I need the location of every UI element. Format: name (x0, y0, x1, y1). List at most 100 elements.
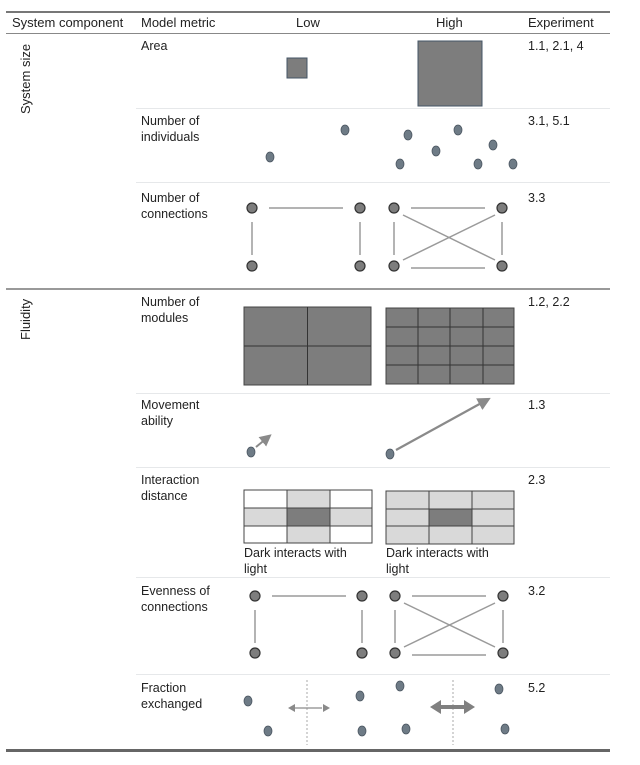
node (246, 260, 258, 272)
row-divider (136, 108, 610, 109)
metric-line: ability (141, 414, 173, 428)
metric-line: Interaction (141, 473, 200, 487)
connections-low (246, 202, 366, 272)
experiment-fraction-exchanged: 5.2 (528, 681, 546, 695)
individual-dot (488, 139, 498, 151)
caption-line: Dark interacts with (386, 546, 489, 560)
metric-line: Movement (141, 398, 200, 412)
individuals-low (265, 124, 350, 163)
movement-low (246, 434, 272, 458)
individual-dot (401, 723, 411, 735)
caption-line: Dark interacts with (244, 546, 347, 560)
node (356, 590, 368, 602)
header-model-metric: Model metric (141, 15, 216, 30)
row-divider (136, 674, 610, 675)
individual-dot (395, 680, 405, 692)
node (389, 647, 401, 659)
metric-movement-ability: Movement ability (141, 397, 199, 429)
individual-dot (403, 129, 413, 141)
group-divider (6, 288, 610, 290)
metric-line: connections (141, 600, 208, 614)
node (354, 260, 366, 272)
metric-line: Evenness of (141, 584, 210, 598)
individual-dot (246, 446, 256, 458)
metric-line: Number of (141, 295, 200, 309)
individual-dot (473, 158, 483, 170)
fraction-low (243, 680, 367, 745)
individual-dot (265, 151, 275, 163)
node (497, 647, 509, 659)
experiment-movement-ability: 1.3 (528, 398, 546, 412)
metric-line: Number of (141, 114, 200, 128)
metric-line: modules (141, 311, 189, 325)
node (249, 590, 261, 602)
metric-interaction-distance: Interaction distance (141, 472, 199, 504)
metric-line: connections (141, 207, 208, 221)
individual-dot (395, 158, 405, 170)
metric-number-of-individuals: Number of individuals (141, 113, 199, 145)
header-high: High (436, 15, 463, 30)
individual-dot (453, 124, 463, 136)
caption-low: Dark interacts with light (244, 545, 347, 577)
caption-line: light (386, 562, 409, 576)
node (388, 202, 400, 214)
table-bottom-rule (6, 749, 610, 752)
individual-dot (494, 683, 504, 695)
node (497, 590, 509, 602)
metric-line: Area (141, 39, 168, 53)
fraction-high (395, 680, 510, 745)
experiment-interaction-distance: 2.3 (528, 473, 546, 487)
experiment-number-of-connections: 3.3 (528, 191, 546, 205)
individual-dot (431, 145, 441, 157)
modules-low-grid (243, 306, 372, 386)
metric-line: distance (141, 489, 188, 503)
node (389, 590, 401, 602)
metric-line: exchanged (141, 697, 203, 711)
node (356, 647, 368, 659)
node (246, 202, 258, 214)
caption-high: Dark interacts with light (386, 545, 489, 577)
interaction-high-grid (385, 490, 515, 545)
individual-dot (263, 725, 273, 737)
table-top-rule (6, 11, 610, 13)
metric-line: Number of (141, 191, 200, 205)
metric-line: individuals (141, 130, 200, 144)
node (249, 647, 261, 659)
node (496, 260, 508, 272)
individual-dot (500, 723, 510, 735)
metric-evenness-of-connections: Evenness of connections (141, 583, 210, 615)
connections-high (388, 202, 508, 272)
metric-fraction-exchanged: Fraction exchanged (141, 680, 202, 712)
movement-high (385, 397, 491, 460)
header-experiment: Experiment (528, 15, 594, 30)
metric-area: Area (141, 38, 167, 54)
row-divider (136, 393, 610, 394)
individuals-high (395, 124, 518, 170)
metric-line: Fraction (141, 681, 187, 695)
row-divider (136, 182, 610, 183)
row-divider (136, 577, 610, 578)
individual-dot (508, 158, 518, 170)
metric-number-of-modules: Number of modules (141, 294, 199, 326)
experiment-area: 1.1, 2.1, 4 (528, 39, 584, 53)
row-divider (136, 467, 610, 468)
individual-dot (340, 124, 350, 136)
node (388, 260, 400, 272)
metric-number-of-connections: Number of connections (141, 190, 208, 222)
experiment-evenness-of-connections: 3.2 (528, 584, 546, 598)
interaction-low-grid (243, 489, 373, 544)
header-bottom-rule (6, 33, 610, 34)
caption-line: light (244, 562, 267, 576)
individual-dot (385, 448, 395, 460)
experiment-number-of-individuals: 3.1, 5.1 (528, 114, 570, 128)
experiment-number-of-modules: 1.2, 2.2 (528, 295, 570, 309)
evenness-high (389, 590, 509, 659)
individual-dot (355, 690, 365, 702)
individual-dot (357, 725, 367, 737)
evenness-low (249, 590, 368, 659)
node (354, 202, 366, 214)
node (496, 202, 508, 214)
modules-high-grid (385, 307, 515, 385)
header-system-component: System component (12, 15, 124, 30)
